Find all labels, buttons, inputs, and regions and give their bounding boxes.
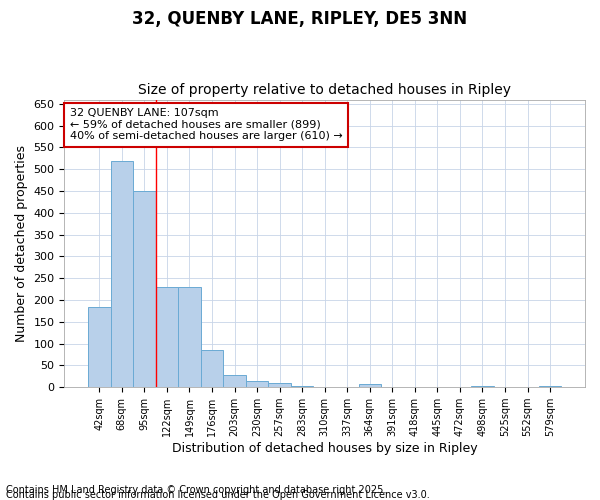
Bar [201, 350, 223, 387]
Title: Size of property relative to detached houses in Ripley: Size of property relative to detached ho… [138, 83, 511, 97]
Bar [291, 386, 313, 387]
X-axis label: Distribution of detached houses by size in Ripley: Distribution of detached houses by size … [172, 442, 478, 455]
Bar [268, 384, 291, 387]
Bar [178, 287, 201, 387]
Bar [471, 386, 494, 387]
Text: Contains HM Land Registry data © Crown copyright and database right 2025.: Contains HM Land Registry data © Crown c… [6, 485, 386, 495]
Bar [539, 386, 562, 387]
Y-axis label: Number of detached properties: Number of detached properties [15, 145, 28, 342]
Text: Contains public sector information licensed under the Open Government Licence v3: Contains public sector information licen… [6, 490, 430, 500]
Bar [246, 381, 268, 387]
Bar [110, 160, 133, 387]
Bar [133, 191, 155, 387]
Text: 32, QUENBY LANE, RIPLEY, DE5 3NN: 32, QUENBY LANE, RIPLEY, DE5 3NN [133, 10, 467, 28]
Bar [155, 287, 178, 387]
Bar [223, 375, 246, 387]
Bar [359, 384, 381, 387]
Text: 32 QUENBY LANE: 107sqm
← 59% of detached houses are smaller (899)
40% of semi-de: 32 QUENBY LANE: 107sqm ← 59% of detached… [70, 108, 343, 142]
Bar [88, 306, 110, 387]
